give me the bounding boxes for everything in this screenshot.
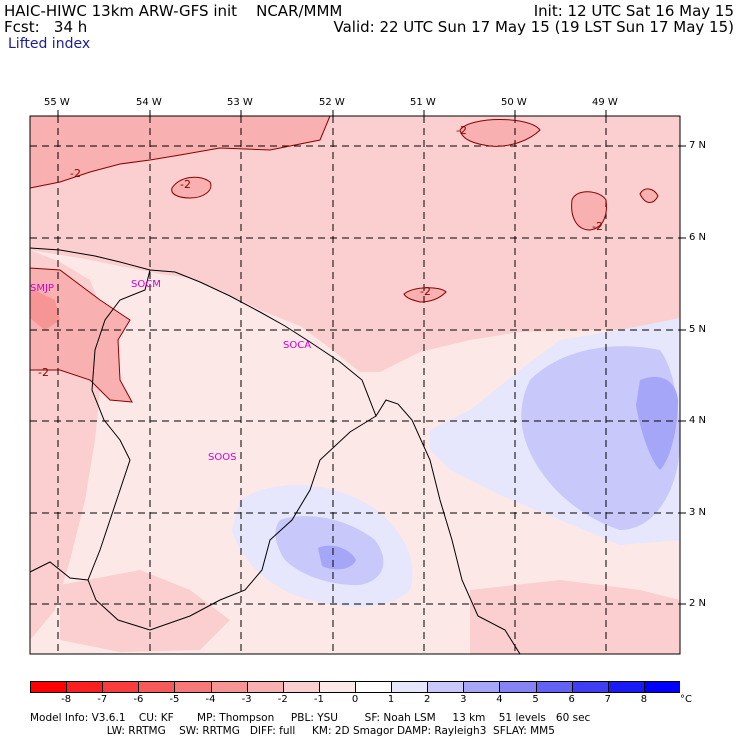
colorbar-tick-label: 5 [532,694,539,705]
station-smjp: SMJP [30,283,54,294]
lat-label-4n: 4 N [689,415,707,426]
shade-patch-south [60,570,230,652]
colorbar-swatch [499,681,537,693]
lat-label-7n: 7 N [689,140,707,151]
contour-label-4: -2 [592,220,603,233]
colorbar-swatch [102,681,139,693]
graticule [30,116,680,654]
colorbar-swatch [282,681,320,693]
colorbar-swatch [30,681,67,693]
colorbar-tick-label: 1 [387,694,395,705]
contour-lines [29,115,659,403]
colorbar-tick-label: -2 [277,694,288,705]
colorbar-tick-label: 6 [568,694,575,705]
colorbar-swatch [246,681,284,693]
contour-label-6: -2 [38,366,49,379]
lon-label-53w: 53 W [227,97,253,108]
colorbar-tick-label: 3 [460,694,467,705]
field-name: Lifted index [8,36,91,52]
station-soca: SOCA [283,340,312,351]
colorbar-swatch [571,681,609,693]
lon-label-49w: 49 W [592,97,618,108]
colorbar-swatch [427,681,464,693]
lon-label-51w: 51 W [410,97,436,108]
colorbar-tick-label: 4 [496,694,503,705]
colorbar-swatch [355,681,392,693]
shade-patch-west-dark [30,288,60,330]
colorbar-tick-label: -6 [133,694,144,705]
contour-label-5: -2 [420,285,431,298]
colorbar-tick-label: 8 [640,694,648,705]
header-forecast-hour: Fcst: 34 h [4,18,88,36]
contour-label-3: -2 [456,124,467,137]
lon-label-54w: 54 W [136,97,162,108]
colorbar-tick-label: 0 [351,694,359,705]
map-frame [29,115,681,655]
colorbar-swatch [463,681,500,693]
shade-blue-center-inner [318,545,356,570]
shade-patch-east-small [571,191,607,230]
shade-blue-east-inner [636,376,678,470]
model-info-line-2: LW: RRTMG SW: RRTMG DIFF: full KM: 2D Sm… [30,725,555,737]
shade-patch-east [470,580,680,654]
colorbar-tick-label: -1 [313,694,324,705]
header-valid-time: Valid: 22 UTC Sun 17 May 15 (19 LST Sun … [333,18,734,36]
colorbar-swatch [174,681,212,693]
borders [29,247,521,655]
colorbar-tick-label: -3 [241,694,252,705]
colorbar-swatch [607,681,645,693]
shade-patch-small-1 [171,177,211,198]
colorbar-swatch [210,681,248,693]
axis-ticks [57,110,686,605]
shade-patch-center [404,287,446,302]
header-title: HAIC-HIWC 13km ARW-GFS init NCAR/MMM [4,2,343,20]
lon-label-55w: 55 W [44,97,70,108]
shade-patch-ne [460,119,540,147]
shade-patch-far-east [640,188,658,203]
colorbar-tick-label: 2 [424,694,431,705]
lat-label-3n: 3 N [689,507,707,518]
colorbar-unit: °C [680,694,692,705]
contour-label-1: -2 [70,167,81,180]
lon-label-52w: 52 W [319,97,345,108]
model-info-line-1: Model Info: V3.6.1 CU: KF MP: Thompson P… [30,712,591,724]
shade-nw-corner [30,116,330,188]
colorbar-swatch [643,681,681,693]
station-soos: SOOS [208,452,237,463]
colorbar-tick-label: -7 [97,694,108,705]
colorbar-tick-label: -8 [61,694,72,705]
colorbar-swatch [138,681,175,693]
lat-label-6n: 6 N [689,232,707,243]
lat-label-2n: 2 N [689,598,707,609]
colorbar-swatch [66,681,103,693]
colorbar-swatch [535,681,573,693]
header-init-time: Init: 12 UTC Sat 16 May 15 [533,2,734,20]
colorbar-swatch [318,681,356,693]
colorbar-swatch [391,681,428,693]
colorbar-tick-label: -5 [169,694,180,705]
shade-patch-west [30,268,132,402]
colorbar-tick-label: 7 [604,694,611,705]
colorbar-tick-label: -4 [205,694,216,705]
lon-label-50w: 50 W [501,97,527,108]
contour-label-2: -2 [180,178,191,191]
station-socm: SOCM [131,279,161,290]
lat-label-5n: 5 N [689,324,707,335]
